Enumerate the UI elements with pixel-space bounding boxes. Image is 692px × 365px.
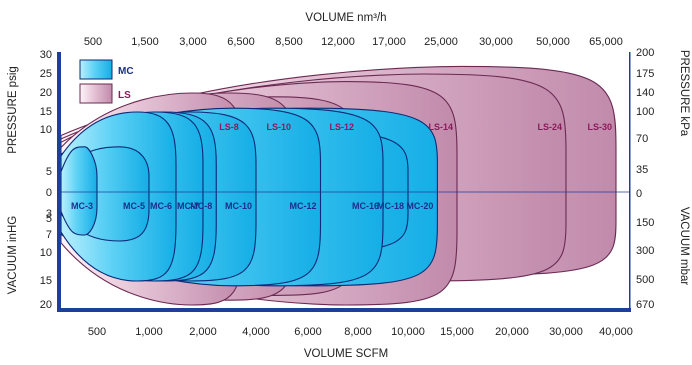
bottom-tick-label: 15,000 [440, 326, 474, 338]
left-vacuum-axis-title: VACUUM inHG [7, 216, 19, 294]
left-pressure-axis-title: PRESSURE psig [7, 66, 19, 154]
left-pressure-tick-label: 25 [40, 68, 52, 80]
bottom-tick-label: 8,000 [344, 326, 372, 338]
right-vacuum-tick-label: 300 [636, 245, 654, 257]
top-tick-label: 8,500 [275, 36, 303, 48]
series-label-mc-18: MC-18 [377, 201, 404, 211]
performance-envelopes: MC-3 MC-5 MC-6 MC-7MC-8 LS-8 MC-10 LS-10 LS-12 M… [60, 65, 617, 306]
top-tick-label: 1,500 [131, 36, 159, 48]
top-tick-label: 50,000 [536, 36, 570, 48]
series-label-mc-20: MC-20 [406, 201, 433, 211]
bottom-tick-label: 40,000 [599, 326, 633, 338]
series-label-ls-30: LS-30 [587, 122, 612, 132]
top-tick-label: 30,000 [479, 36, 513, 48]
series-label-ls-14: LS-14 [428, 122, 453, 132]
left-pressure-tick-label: 30 [40, 49, 52, 61]
series-label-mc-12: MC-12 [289, 201, 316, 211]
right-axis-line [629, 52, 631, 310]
right-axis-ticks: 200 175 140 100 70 35 0 150 300 500 670 [636, 47, 654, 311]
left-axis-bar [57, 52, 61, 312]
bottom-tick-label: 10,000 [391, 326, 425, 338]
left-pressure-tick-label: 20 [40, 87, 52, 99]
series-label-mc-10: MC-10 [225, 201, 252, 211]
right-pressure-tick-label: 200 [636, 47, 654, 59]
top-tick-label: 3,000 [179, 36, 207, 48]
right-vacuum-tick-label: 670 [636, 299, 654, 311]
bottom-tick-label: 2,000 [189, 326, 217, 338]
right-vacuum-axis-title: VACUUM mbar [678, 207, 690, 286]
legend-swatch-ls [79, 83, 113, 104]
left-vacuum-tick-label: 3 [46, 208, 52, 220]
series-label-mc-16: MC-16 [352, 201, 379, 211]
top-tick-label: 65,000 [589, 36, 623, 48]
left-pressure-tick-label: 0 [46, 187, 52, 199]
bottom-tick-label: 4,000 [242, 326, 270, 338]
right-pressure-axis-title: PRESSURE kPa [678, 50, 690, 137]
left-vacuum-tick-label: 10 [40, 247, 52, 259]
top-tick-label: 500 [84, 36, 102, 48]
top-tick-label: 12,000 [321, 36, 355, 48]
bottom-tick-label: 1,000 [135, 326, 163, 338]
right-pressure-tick-label: 140 [636, 87, 654, 99]
legend-label-ls: LS [118, 90, 131, 101]
series-label-ls-8: LS-8 [219, 122, 239, 132]
top-axis-title: VOLUME nm³/h [305, 12, 386, 24]
legend: MC LS [79, 59, 134, 104]
legend-swatch-mc [79, 59, 113, 80]
bottom-tick-label: 30,000 [549, 326, 583, 338]
left-vacuum-tick-label: 7 [46, 229, 52, 241]
series-label-ls-12: LS-12 [329, 122, 354, 132]
legend-label-mc: MC [118, 66, 134, 77]
left-vacuum-tick-label: 15 [40, 275, 52, 287]
right-pressure-tick-label: 35 [636, 164, 648, 176]
right-pressure-tick-label: 100 [636, 106, 654, 118]
bottom-tick-label: 500 [88, 326, 106, 338]
bottom-axis-title: VOLUME SCFM [304, 348, 388, 360]
series-label-ls-24: LS-24 [537, 122, 562, 132]
axes-frame [57, 52, 631, 312]
top-axis-ticks: 500 1,500 3,000 6,500 8,500 12,000 17,00… [84, 36, 623, 48]
right-pressure-tick-label: 70 [636, 133, 648, 145]
left-vacuum-tick-label: 5 [46, 213, 52, 225]
bottom-tick-label: 6,000 [294, 326, 322, 338]
top-tick-label: 6,500 [227, 36, 255, 48]
right-vacuum-tick-label: 150 [636, 217, 654, 229]
envelope-mc-3 [60, 146, 98, 236]
left-pressure-tick-label: 15 [40, 106, 52, 118]
left-vacuum-tick-label: 20 [40, 299, 52, 311]
series-label-mc-8: MC-8 [190, 201, 212, 211]
right-pressure-tick-label: 175 [636, 68, 654, 80]
series-label-mc-3: MC-3 [71, 201, 93, 211]
left-axis-ticks: 30 25 20 15 10 5 0 3 5 5 7 10 15 20 [40, 49, 52, 311]
series-label-ls-10: LS-10 [266, 122, 291, 132]
series-label-mc-7: MC-7 [177, 201, 199, 211]
top-tick-label: 17,000 [372, 36, 406, 48]
bottom-tick-label: 20,000 [495, 326, 529, 338]
series-label-mc-6: MC-6 [150, 201, 172, 211]
left-pressure-tick-label: 5 [46, 166, 52, 178]
left-pressure-tick-label: 10 [40, 124, 52, 136]
top-tick-label: 25,000 [424, 36, 458, 48]
series-label-mc-5: MC-5 [123, 201, 145, 211]
right-vacuum-tick-label: 500 [636, 274, 654, 286]
bottom-axis-ticks: 500 1,000 2,000 4,000 6,000 8,000 10,000… [88, 326, 633, 338]
bottom-axis-bar [57, 308, 631, 312]
right-pressure-tick-label: 0 [636, 188, 642, 200]
